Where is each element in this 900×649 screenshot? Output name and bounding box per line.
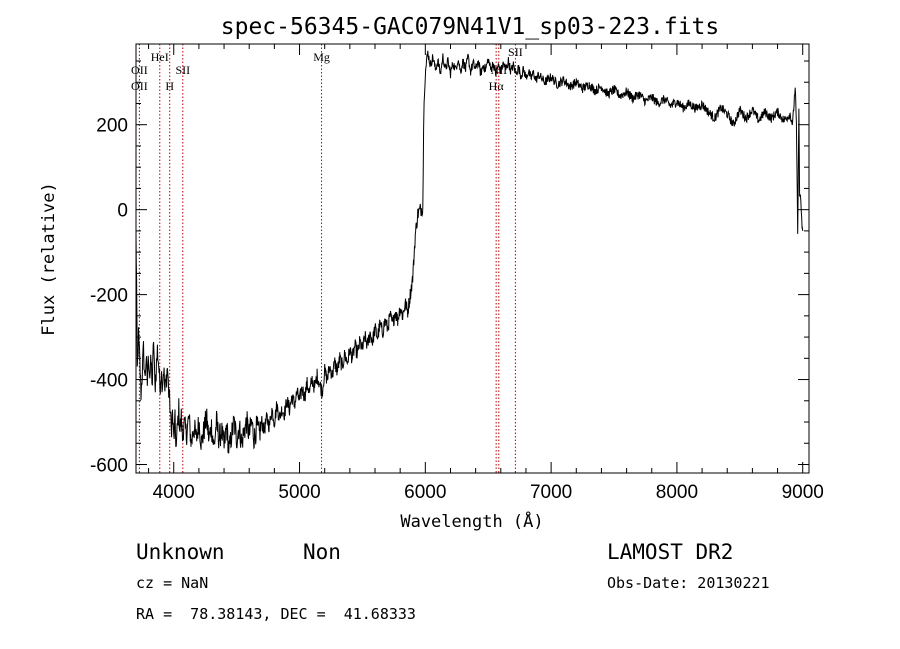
x-tick-label: 6000 — [404, 482, 446, 503]
y-tick-label: -200 — [90, 286, 128, 307]
y-tick-label: -600 — [90, 456, 128, 477]
series-layer — [136, 50, 804, 454]
y-axis-label: Flux (relative) — [39, 182, 59, 336]
emission-line-label: OII — [131, 63, 148, 77]
flux-series-line — [136, 50, 804, 454]
y-tick-label: -400 — [90, 371, 128, 392]
survey-name: LAMOST DR2 — [607, 540, 733, 564]
x-tick-label: 5000 — [278, 482, 320, 503]
x-tick-label: 8000 — [656, 482, 698, 503]
object-subclass: Non — [303, 540, 341, 564]
x-tick-label: 7000 — [530, 482, 572, 503]
emission-line-label: H — [165, 79, 174, 93]
redshift-cz: cz = NaN — [136, 574, 208, 592]
axis-ticks: 4000 5000 6000 7000 8000 9000 -600 -400 -200 0 200 — [90, 44, 824, 503]
obs-date: Obs-Date: 20130221 — [607, 574, 770, 592]
object-class: Unknown — [136, 540, 225, 564]
chart-title: spec-56345-GAC079N41V1_sp03-223.fits — [221, 14, 720, 40]
emission-line-label: HeI — [151, 50, 169, 64]
ra-dec-coords: RA = 78.38143, DEC = 41.68333 — [136, 605, 416, 623]
y-tick-label: 0 — [117, 201, 128, 222]
emission-line-label: Hα — [489, 79, 505, 93]
emission-line-label: Mg — [313, 50, 330, 64]
x-tick-label: 4000 — [153, 482, 195, 503]
x-axis-label: Wavelength (Å) — [400, 510, 543, 532]
emission-line-label: SII — [175, 63, 190, 77]
x-tick-label: 9000 — [782, 482, 824, 503]
y-tick-label: 200 — [96, 116, 128, 137]
emission-line-label: OII — [131, 79, 148, 93]
plot-frame — [135, 43, 810, 474]
emission-line-label: SII — [508, 45, 523, 59]
